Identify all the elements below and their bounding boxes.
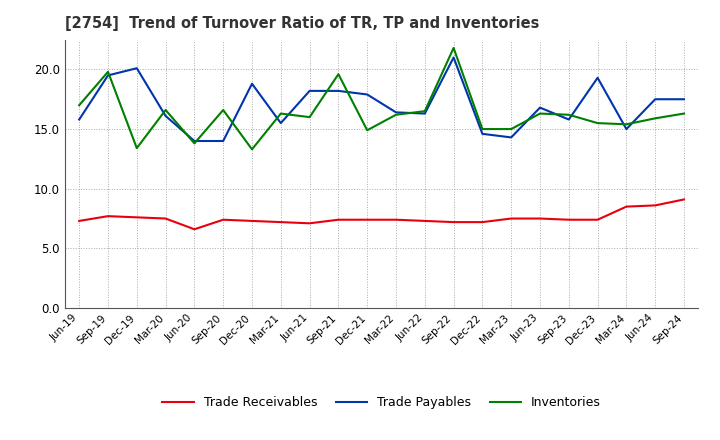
Inventories xyxy=(75,103,84,108)
Inventories xyxy=(507,126,516,132)
Trade Payables xyxy=(248,81,256,86)
Trade Receivables xyxy=(132,215,141,220)
Trade Payables xyxy=(190,138,199,143)
Inventories xyxy=(104,69,112,74)
Trade Payables xyxy=(680,97,688,102)
Trade Receivables xyxy=(161,216,170,221)
Trade Payables xyxy=(593,75,602,81)
Trade Payables xyxy=(161,114,170,119)
Trade Payables xyxy=(104,73,112,78)
Inventories xyxy=(132,146,141,151)
Trade Payables xyxy=(651,97,660,102)
Trade Payables xyxy=(449,55,458,60)
Trade Receivables xyxy=(392,217,400,222)
Inventories xyxy=(363,128,372,133)
Line: Inventories: Inventories xyxy=(79,48,684,149)
Trade Payables xyxy=(363,92,372,97)
Inventories xyxy=(190,141,199,146)
Trade Receivables xyxy=(680,197,688,202)
Inventories xyxy=(651,116,660,121)
Trade Payables xyxy=(334,88,343,94)
Trade Payables xyxy=(536,105,544,110)
Inventories xyxy=(392,112,400,117)
Trade Receivables xyxy=(449,220,458,225)
Inventories xyxy=(334,72,343,77)
Inventories xyxy=(564,112,573,117)
Inventories xyxy=(219,107,228,113)
Trade Receivables xyxy=(478,220,487,225)
Line: Trade Payables: Trade Payables xyxy=(79,58,684,141)
Trade Receivables xyxy=(248,218,256,224)
Trade Receivables xyxy=(334,217,343,222)
Inventories xyxy=(478,126,487,132)
Trade Receivables xyxy=(104,213,112,219)
Trade Receivables xyxy=(536,216,544,221)
Trade Receivables xyxy=(622,204,631,209)
Inventories xyxy=(622,121,631,127)
Trade Receivables xyxy=(363,217,372,222)
Trade Payables xyxy=(622,126,631,132)
Trade Receivables xyxy=(564,217,573,222)
Inventories xyxy=(420,109,429,114)
Text: [2754]  Trend of Turnover Ratio of TR, TP and Inventories: [2754] Trend of Turnover Ratio of TR, TP… xyxy=(65,16,539,32)
Inventories xyxy=(305,114,314,120)
Trade Receivables xyxy=(420,218,429,224)
Trade Receivables xyxy=(651,203,660,208)
Inventories xyxy=(161,107,170,113)
Trade Receivables xyxy=(593,217,602,222)
Trade Payables xyxy=(219,138,228,143)
Trade Receivables xyxy=(190,227,199,232)
Trade Receivables xyxy=(75,218,84,224)
Inventories xyxy=(536,111,544,116)
Trade Payables xyxy=(478,131,487,136)
Trade Receivables xyxy=(276,220,285,225)
Legend: Trade Receivables, Trade Payables, Inventories: Trade Receivables, Trade Payables, Inven… xyxy=(157,392,606,414)
Inventories xyxy=(248,147,256,152)
Inventories xyxy=(593,121,602,126)
Trade Payables xyxy=(75,117,84,122)
Inventories xyxy=(276,111,285,116)
Trade Payables xyxy=(132,66,141,71)
Trade Payables xyxy=(276,121,285,126)
Trade Payables xyxy=(420,111,429,116)
Inventories xyxy=(449,45,458,51)
Inventories xyxy=(680,111,688,116)
Trade Receivables xyxy=(219,217,228,222)
Trade Payables xyxy=(305,88,314,94)
Trade Receivables xyxy=(305,221,314,226)
Trade Receivables xyxy=(507,216,516,221)
Line: Trade Receivables: Trade Receivables xyxy=(79,199,684,229)
Trade Payables xyxy=(392,110,400,115)
Trade Payables xyxy=(507,135,516,140)
Trade Payables xyxy=(564,117,573,122)
